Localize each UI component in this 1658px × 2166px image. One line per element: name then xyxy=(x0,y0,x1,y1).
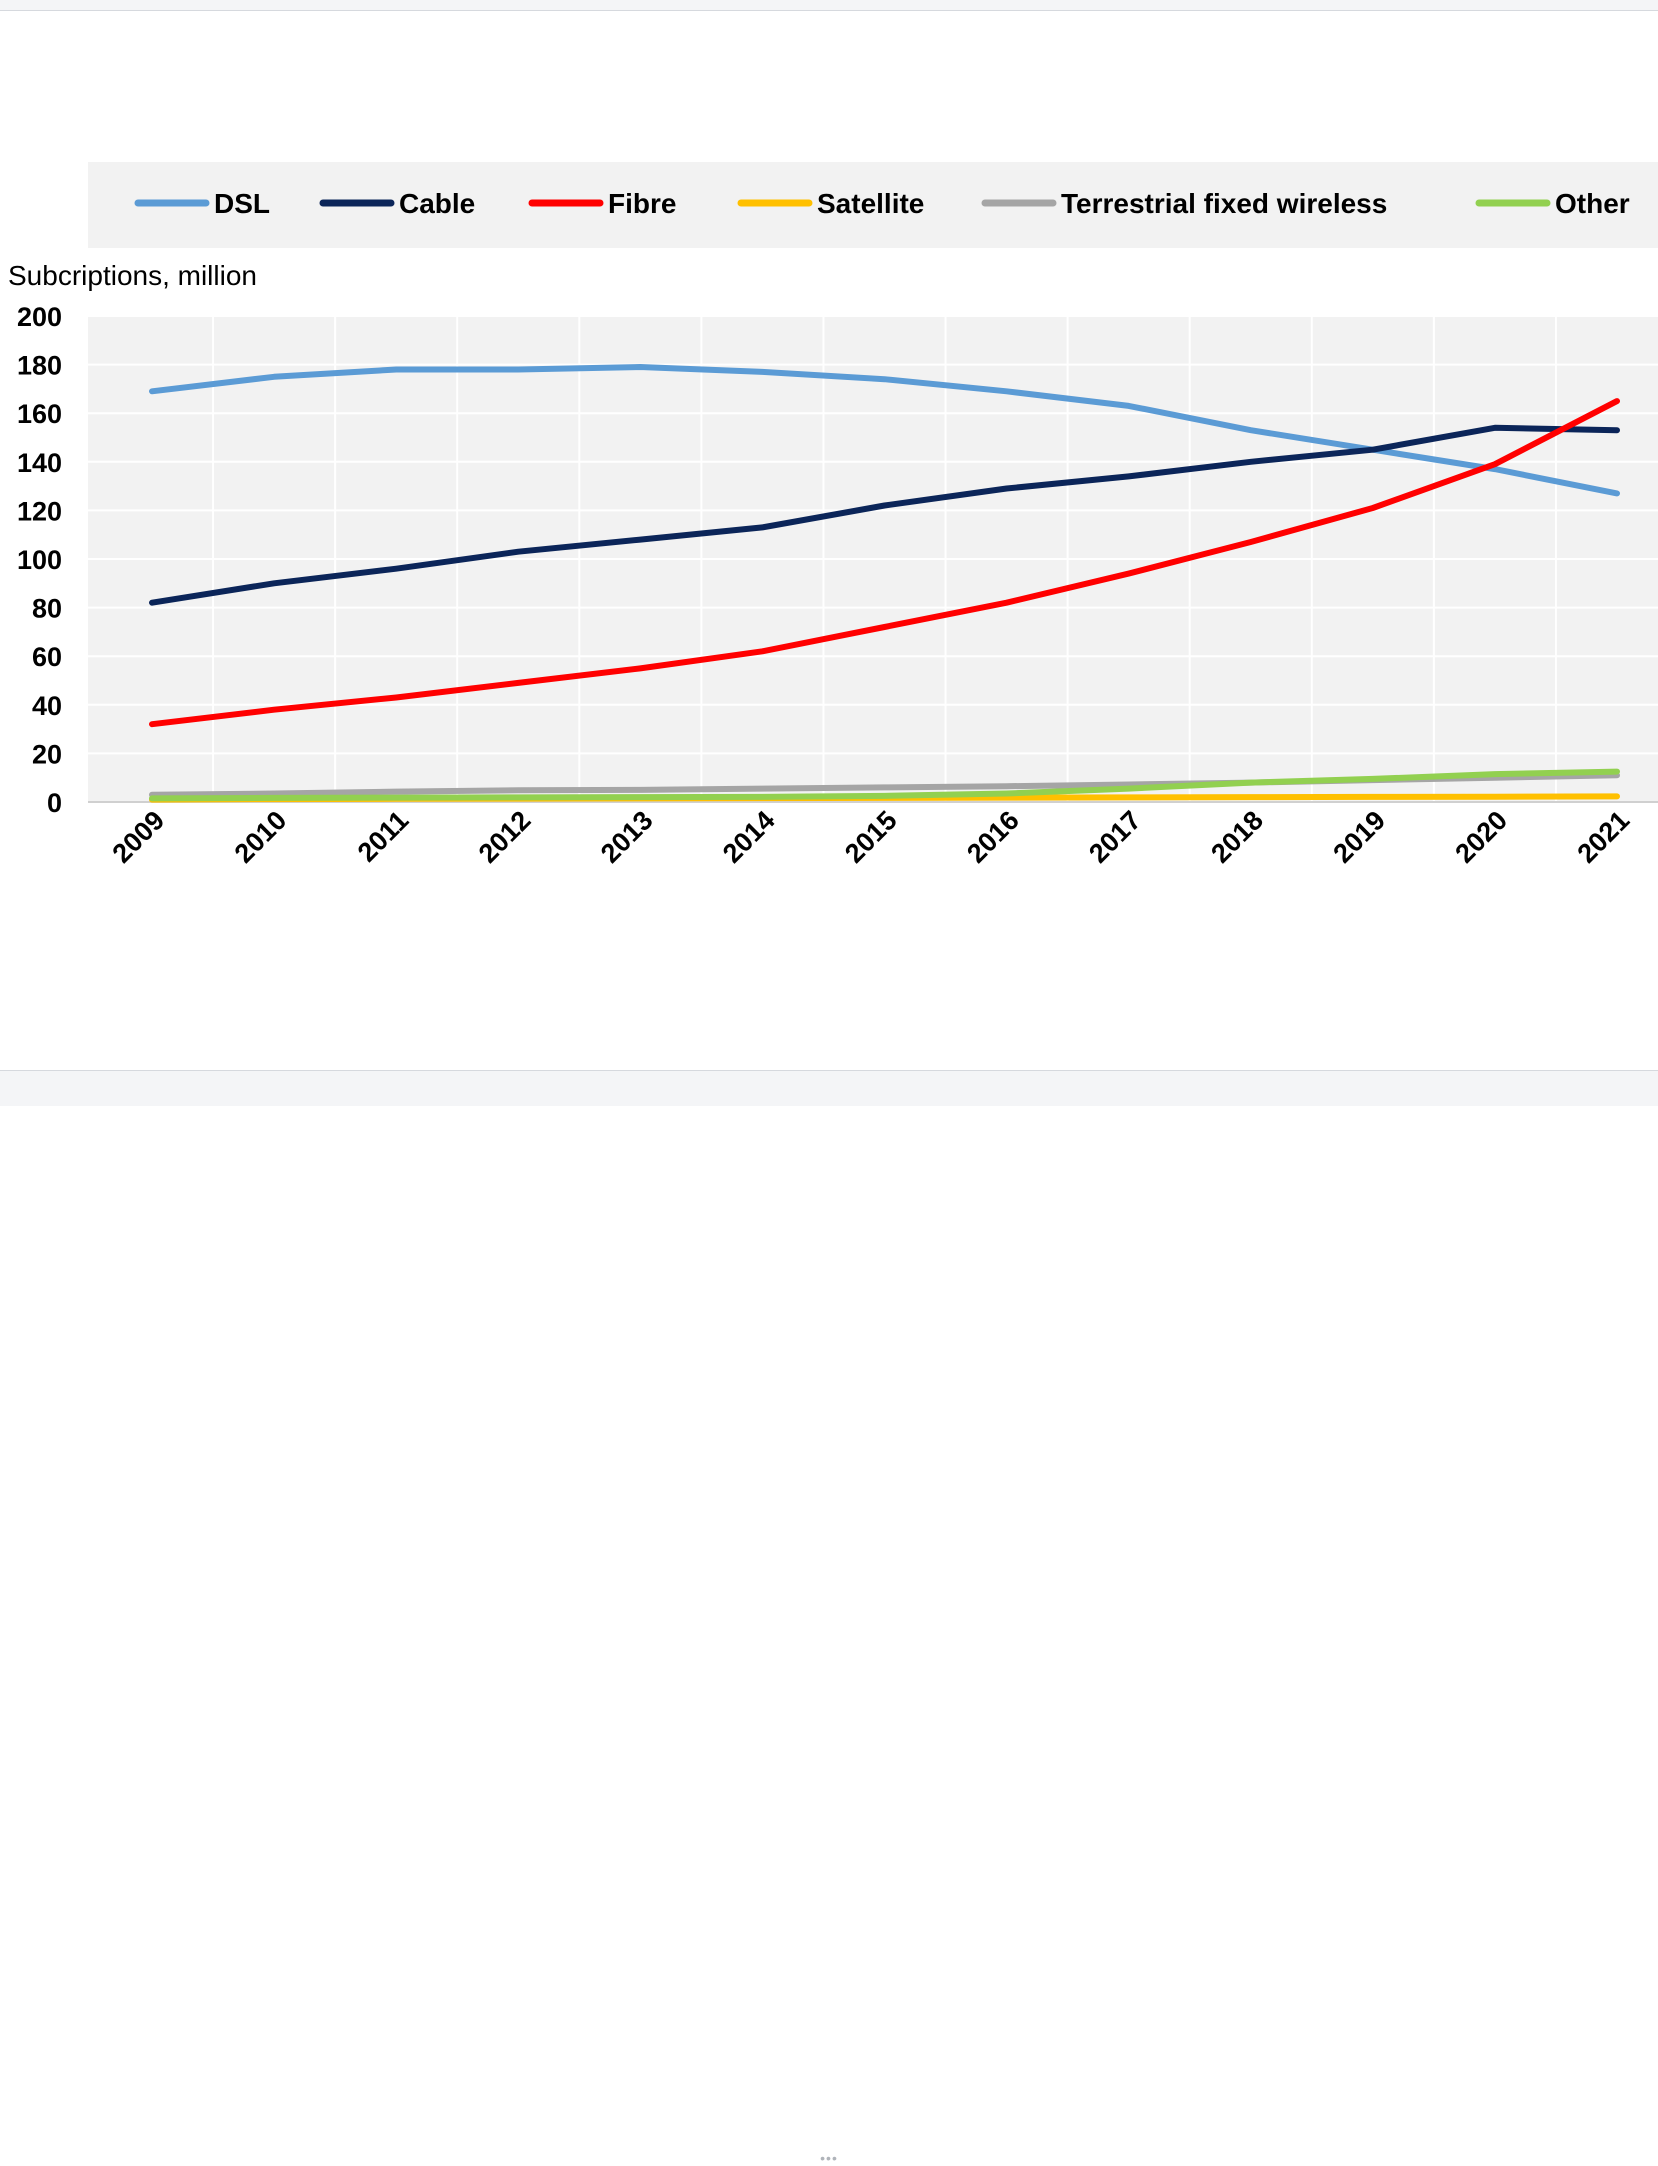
y-tick-label: 120 xyxy=(17,496,62,526)
line-chart: DSL Cable Fibre Satellite Terrestrial fixed … xyxy=(8,162,1658,869)
legend-label: DSL xyxy=(214,188,270,219)
y-tick-label: 140 xyxy=(17,448,62,478)
y-axis-title: Subcriptions, million xyxy=(8,260,257,291)
y-tick-label: 180 xyxy=(17,351,62,381)
x-tick-label: 2009 xyxy=(107,805,171,869)
legend-item-cable: Cable xyxy=(319,188,475,219)
x-tick-label: 2011 xyxy=(352,805,415,868)
y-tick-label: 160 xyxy=(17,399,62,429)
x-tick-label: 2015 xyxy=(839,805,903,869)
legend: DSL Cable Fibre Satellite Terrestrial fixed … xyxy=(134,188,1630,219)
x-tick-label: 2016 xyxy=(961,805,1025,869)
legend-item-terrestrial-fixed-wireless: Terrestrial fixed wireless xyxy=(981,188,1387,219)
x-tick-label: 2010 xyxy=(229,805,293,869)
legend-label: Satellite xyxy=(817,188,924,219)
series-line-cable xyxy=(149,424,1620,606)
y-axis-ticks: 0 20 40 60 80 100 120 140 160 180 200 xyxy=(17,302,62,818)
y-tick-label: 200 xyxy=(17,302,62,332)
x-tick-label: 2013 xyxy=(595,805,659,869)
bottom-panel: ••• xyxy=(0,1070,1658,2165)
series-line-fibre xyxy=(149,398,1620,728)
x-tick-label: 2012 xyxy=(473,805,537,869)
legend-label: Other xyxy=(1555,188,1630,219)
x-tick-label: 2018 xyxy=(1205,805,1269,869)
series-lines xyxy=(149,364,1620,803)
legend-item-dsl: DSL xyxy=(134,188,270,219)
x-tick-label: 2019 xyxy=(1327,805,1391,869)
legend-item-other: Other xyxy=(1475,188,1630,219)
x-tick-label: 2014 xyxy=(717,805,781,869)
window-top-border xyxy=(0,0,1658,11)
y-tick-label: 80 xyxy=(32,594,62,624)
legend-label: Fibre xyxy=(608,188,676,219)
legend-label: Terrestrial fixed wireless xyxy=(1061,188,1387,219)
gridlines xyxy=(88,315,1658,803)
y-tick-label: 100 xyxy=(17,545,62,575)
x-tick-label: 2021 xyxy=(1572,805,1636,869)
series-line-other xyxy=(149,768,1620,802)
y-tick-label: 0 xyxy=(47,788,62,818)
x-tick-label: 2020 xyxy=(1449,805,1513,869)
legend-item-fibre: Fibre xyxy=(528,188,676,219)
resize-grip-icon[interactable]: ••• xyxy=(820,2150,838,2166)
y-tick-label: 40 xyxy=(32,691,62,721)
y-tick-label: 60 xyxy=(32,642,62,672)
x-tick-label: 2017 xyxy=(1083,805,1147,869)
y-tick-label: 20 xyxy=(32,739,62,769)
legend-label: Cable xyxy=(399,188,475,219)
legend-item-satellite: Satellite xyxy=(737,188,924,219)
x-axis-ticks: 2009 2010 2011 2012 2013 2014 2015 2016 2017 2018… xyxy=(107,805,1636,869)
